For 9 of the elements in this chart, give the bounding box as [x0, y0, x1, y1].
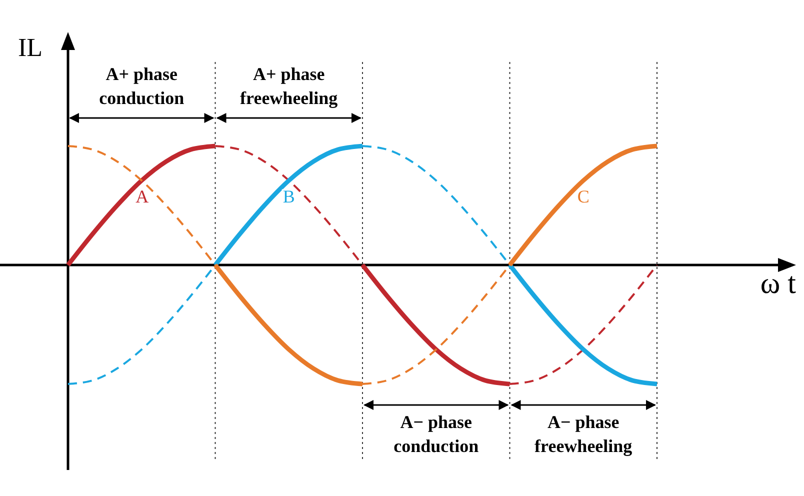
text: A+ phase freewheeling: [240, 64, 338, 108]
x-axis-title: ω t: [760, 267, 797, 300]
text: A− phase conduction: [394, 412, 479, 456]
series-label: A: [136, 186, 149, 207]
text: A− phase freewheeling: [534, 412, 632, 456]
y-axis-title: IL: [18, 33, 43, 62]
text: A+ phase conduction: [99, 64, 184, 108]
series-label: B: [282, 186, 295, 207]
series-label: C: [577, 186, 590, 207]
